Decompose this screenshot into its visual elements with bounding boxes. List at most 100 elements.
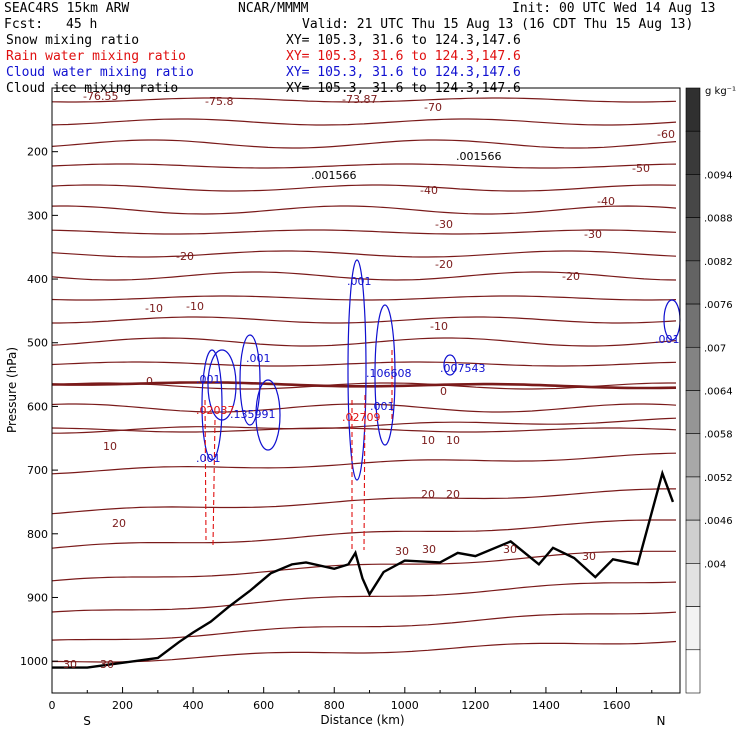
terrain-polyline: [52, 469, 675, 669]
isotherm: [51, 139, 677, 149]
isotherm: [51, 184, 677, 192]
isotherm-label: -10: [186, 300, 204, 313]
fcst-value: 45 h: [66, 17, 98, 32]
maximum-label: .106608: [366, 367, 412, 380]
isotherm: [51, 581, 677, 613]
fcst-label: Fcst:: [4, 17, 44, 32]
isotherm-label: 10: [446, 434, 460, 447]
x-tick-label: 1200: [461, 699, 489, 712]
x-tick-label: 0: [49, 699, 56, 712]
cloud-water-contour: [255, 379, 281, 451]
isotherm-label: 30: [582, 550, 596, 563]
y-tick-label: 600: [27, 400, 48, 413]
isotherm: [51, 337, 677, 347]
colorbar-tick-label: .0082: [704, 257, 733, 268]
isotherm: [51, 403, 677, 413]
colorbar-swatch: [685, 174, 701, 218]
cloud-water-contour: [443, 354, 457, 376]
isotherm-label: 0: [440, 385, 447, 398]
isotherm-label: -20: [176, 250, 194, 263]
x-axis-label: Distance (km): [320, 713, 404, 727]
isotherm-label: -70: [424, 101, 442, 114]
colorbar-swatch: [685, 130, 701, 175]
x-tick-label: 600: [253, 699, 274, 712]
y-tick-label: 800: [27, 528, 48, 541]
x-end-label-s: S: [83, 714, 91, 728]
rain-contour: [363, 394, 366, 551]
y-tick-label: 300: [27, 209, 48, 222]
isotherm: [51, 163, 677, 169]
colorbar-tick-label: .0046: [704, 516, 733, 527]
maximum-label: .001: [246, 352, 271, 365]
field-label-cloudwater: Cloud water mixing ratio: [6, 65, 194, 80]
colorbar-swatch: [685, 303, 701, 348]
isotherm-label: -10: [145, 302, 163, 315]
isotherm-label: -30: [584, 228, 602, 241]
colorbar-swatch: [685, 476, 701, 521]
x-tick-label: 200: [112, 699, 133, 712]
colorbar-tick-label: .0058: [704, 430, 733, 441]
maximum-label: .001566: [311, 169, 357, 182]
colorbar: .0094 .0088 .0082 .0076 .007 .0064 .0058 .0052.…: [685, 86, 736, 694]
colorbar-swatch: [685, 346, 701, 391]
isotherm: [51, 427, 677, 433]
isotherm-label: 0: [146, 375, 153, 388]
colorbar-swatch: [685, 563, 701, 607]
center-label: NCAR/MMMM: [238, 1, 309, 16]
isotherm-label: 20: [112, 517, 126, 530]
isotherm: [51, 118, 677, 126]
y-tick-label: 400: [27, 273, 48, 286]
isotherm: [51, 382, 676, 390]
colorbar-tick-label: .0094: [704, 170, 733, 181]
isotherm: [51, 229, 677, 235]
x-tick-label: 1000: [391, 699, 419, 712]
colorbar-tick-label: .004: [704, 559, 726, 570]
isotherm: [51, 452, 677, 475]
cloud-water-contour: [347, 259, 367, 481]
isotherm-label: -20: [435, 258, 453, 271]
isotherm-label: 30: [100, 658, 114, 671]
field-label-rain: Rain water mixing ratio: [6, 49, 187, 64]
plot-frame: [51, 87, 681, 694]
y-tick-label: 700: [27, 464, 48, 477]
isotherm: [51, 611, 677, 641]
y-tick-label: 900: [27, 591, 48, 604]
colorbar-swatch: [685, 217, 701, 262]
x-tick-label: 800: [324, 699, 345, 712]
mixing-ratio-contours: [201, 259, 681, 551]
isotherm-label: 30: [395, 545, 409, 558]
y-axis-label: Pressure (hPa): [5, 347, 19, 433]
isotherm: [51, 205, 677, 215]
valid-time: Valid: 21 UTC Thu 15 Aug 13 (16 CDT Thu …: [302, 17, 694, 32]
isotherm: [51, 550, 676, 582]
cloud-water-contour: [207, 349, 237, 421]
colorbar-tick-label: .0076: [704, 300, 733, 311]
contour-labels: -76.55 -75.8 -73.87 -70 -60 -50 -40 -40 -30 -30 -2…: [63, 90, 680, 671]
colorbar-swatch: [685, 519, 701, 564]
isotherm-label: 20: [421, 488, 435, 501]
field-xy-cloudwater: XY= 105.3, 31.6 to 124.3,147.6: [286, 65, 521, 80]
terrain-line: [52, 469, 675, 669]
colorbar-tick-label: .0064: [704, 387, 733, 398]
isotherm-label: -20: [562, 270, 580, 283]
isotherm-label: -75.8: [205, 95, 233, 108]
isotherm: [52, 417, 677, 434]
colorbar-swatch: [685, 87, 701, 132]
isotherm: [52, 316, 677, 324]
isotherm: [52, 640, 677, 663]
x-tick-label: 400: [183, 699, 204, 712]
isotherm: [51, 250, 677, 258]
isotherm-label: -73.87: [342, 93, 377, 106]
maximum-label: .001566: [456, 150, 502, 163]
maximum-label: .02037: [196, 404, 235, 417]
isotherm-label: -30: [435, 218, 453, 231]
field-label-snow: Snow mixing ratio: [6, 33, 140, 48]
colorbar-tick-label: .007: [704, 343, 726, 354]
isotherm: [51, 97, 677, 103]
isotherm-label: -40: [420, 184, 438, 197]
colorbar-swatch: [685, 649, 701, 694]
isotherm-label: 30: [422, 543, 436, 556]
isotherm-label: -40: [597, 195, 615, 208]
isotherm-label: -10: [430, 320, 448, 333]
maximum-label: .001: [196, 452, 221, 465]
